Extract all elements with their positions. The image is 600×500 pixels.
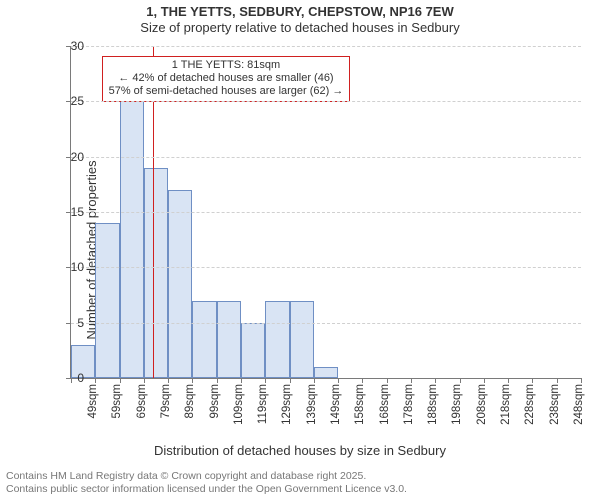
bar <box>265 301 289 378</box>
xtick-mark <box>411 378 412 383</box>
xtick-mark <box>338 378 339 383</box>
xtick-label: 139sqm <box>306 384 318 425</box>
ytick-label: 25 <box>44 94 84 108</box>
xtick-mark <box>168 378 169 383</box>
gridline <box>71 267 581 268</box>
bar <box>120 101 144 378</box>
xtick-label: 149sqm <box>330 384 342 425</box>
xtick-label: 168sqm <box>379 384 391 425</box>
ytick-label: 30 <box>44 39 84 53</box>
xtick-label: 218sqm <box>500 384 512 425</box>
plot-area: 1 THE YETTS: 81sqm← 42% of detached hous… <box>70 46 581 379</box>
xtick-mark <box>460 378 461 383</box>
footer: Contains HM Land Registry data © Crown c… <box>6 470 407 496</box>
xtick-mark <box>192 378 193 383</box>
xtick-label: 119sqm <box>257 384 269 424</box>
footer-line-1: Contains HM Land Registry data © Crown c… <box>6 470 407 483</box>
annotation-box: 1 THE YETTS: 81sqm← 42% of detached hous… <box>102 56 351 102</box>
bar <box>217 301 241 378</box>
x-axis-label: Distribution of detached houses by size … <box>0 443 600 458</box>
xtick-label: 178sqm <box>403 384 415 425</box>
chart-subtitle: Size of property relative to detached ho… <box>0 20 600 36</box>
gridline <box>71 157 581 158</box>
ytick-label: 5 <box>44 316 84 330</box>
footer-line-2: Contains public sector information licen… <box>6 483 407 496</box>
xtick-mark <box>581 378 582 383</box>
xtick-label: 99sqm <box>209 384 221 419</box>
xtick-mark <box>387 378 388 383</box>
xtick-label: 158sqm <box>354 384 366 425</box>
xtick-label: 238sqm <box>549 384 561 425</box>
title-block: 1, THE YETTS, SEDBURY, CHEPSTOW, NP16 7E… <box>0 0 600 37</box>
xtick-label: 89sqm <box>184 384 196 419</box>
xtick-mark <box>217 378 218 383</box>
xtick-label: 59sqm <box>111 384 123 419</box>
xtick-label: 248sqm <box>573 384 585 425</box>
annotation-line: ← 42% of detached houses are smaller (46… <box>109 72 344 85</box>
xtick-mark <box>95 378 96 383</box>
xtick-mark <box>144 378 145 383</box>
xtick-label: 228sqm <box>524 384 536 425</box>
xtick-label: 198sqm <box>451 384 463 425</box>
ytick-label: 20 <box>44 150 84 164</box>
xtick-label: 49sqm <box>87 384 99 419</box>
bar <box>290 301 314 378</box>
gridline <box>71 46 581 47</box>
bar <box>95 223 119 378</box>
bar <box>168 190 192 378</box>
xtick-mark <box>484 378 485 383</box>
xtick-label: 208sqm <box>476 384 488 425</box>
ytick-label: 0 <box>44 371 84 385</box>
xtick-mark <box>241 378 242 383</box>
gridline <box>71 212 581 213</box>
bar <box>144 168 168 378</box>
xtick-mark <box>314 378 315 383</box>
xtick-mark <box>290 378 291 383</box>
annotation-line: 1 THE YETTS: 81sqm <box>109 59 344 72</box>
xtick-label: 129sqm <box>281 384 293 425</box>
xtick-label: 79sqm <box>160 384 172 419</box>
ytick-label: 10 <box>44 260 84 274</box>
annotation-line: 57% of semi-detached houses are larger (… <box>109 85 344 98</box>
ytick-label: 15 <box>44 205 84 219</box>
xtick-label: 69sqm <box>136 384 148 419</box>
xtick-mark <box>265 378 266 383</box>
xtick-mark <box>435 378 436 383</box>
xtick-label: 188sqm <box>427 384 439 425</box>
xtick-mark <box>508 378 509 383</box>
bar <box>192 301 216 378</box>
xtick-mark <box>532 378 533 383</box>
xtick-mark <box>362 378 363 383</box>
gridline <box>71 323 581 324</box>
xtick-mark <box>557 378 558 383</box>
xtick-mark <box>120 378 121 383</box>
xtick-label: 109sqm <box>233 384 245 425</box>
bar <box>314 367 338 378</box>
chart-container: 1, THE YETTS, SEDBURY, CHEPSTOW, NP16 7E… <box>0 0 600 500</box>
chart-title: 1, THE YETTS, SEDBURY, CHEPSTOW, NP16 7E… <box>0 4 600 20</box>
bar <box>241 323 265 378</box>
gridline <box>71 101 581 102</box>
